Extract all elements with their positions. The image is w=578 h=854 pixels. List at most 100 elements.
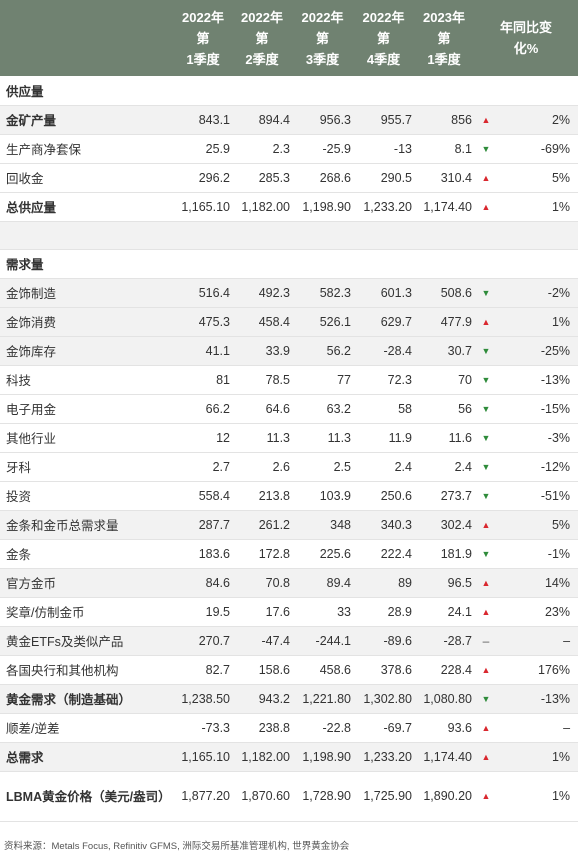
yoy-change: – [563,633,571,648]
value-cell: 72.3 [387,372,412,387]
yoy-change: 23% [544,604,571,619]
trend-up-icon: ▲ [481,577,491,588]
row-label: 电子用金 [6,403,57,417]
value-cell: 1,165.10 [181,199,230,214]
header-line: 4季度 [366,51,401,67]
value-cell: 158.6 [258,662,290,677]
row-label: 科技 [6,374,32,388]
value-cell: 181.9 [440,546,472,561]
value-cell: 582.3 [319,285,351,300]
table-row: 奖章/仿制金币 19.5 17.6 33 28.9 24.1 ▲ 23% [0,597,578,626]
value-cell: 856 [451,112,472,127]
table-row: 金条和金币总需求量 287.7 261.2 348 340.3 302.4 ▲ 5% [0,510,578,539]
row-label: 金矿产量 [6,114,57,128]
table-row: 科技 81 78.5 77 72.3 70 ▼ -13% [0,365,578,394]
header-line: 化% [513,41,539,56]
value-cell: 1,238.50 [181,691,230,706]
section-header-row: 需求量 [0,249,578,278]
header-quarter-2: 2022年第 2季度 [232,0,292,76]
value-cell: 302.4 [440,517,472,532]
value-cell: 93.6 [447,720,472,735]
trend-dash: – [482,633,490,648]
table-row: 黄金ETFs及类似产品 270.7 -47.4 -244.1 -89.6 -28.7– – [0,626,578,655]
value-cell: 77 [337,372,351,387]
value-cell: 2.4 [394,459,412,474]
yoy-change: -13% [540,372,571,387]
value-cell: 1,728.90 [302,789,351,803]
row-label: 总需求 [6,751,44,765]
value-cell: 250.6 [380,488,412,503]
value-cell: 894.4 [258,112,290,127]
trend-up-icon: ▲ [481,722,491,733]
value-cell: 33 [337,604,351,619]
yoy-change: -69% [540,141,571,156]
value-cell: 268.6 [319,170,351,185]
yoy-change: 1% [551,199,571,214]
yoy-change: -1% [547,546,571,561]
value-cell: 943.2 [258,691,290,706]
value-cell: 82.7 [205,662,230,677]
yoy-change: 5% [551,517,571,532]
header-line: 2022年 [182,9,224,25]
yoy-change: 5% [551,170,571,185]
yoy-change: -12% [540,459,571,474]
row-label: 黄金需求（制造基础） [6,693,132,707]
value-cell: 1,221.80 [302,691,351,706]
header-label-cell [0,0,174,76]
table-row: 总供应量 1,165.10 1,182.00 1,198.90 1,233.20 1,17… [0,192,578,221]
row-label: 金条 [6,548,32,562]
trend-down-icon: ▼ [481,693,491,704]
supply-demand-table: 2022年第 1季度 2022年第 2季度 2022年第 3季度 2022年第 4季度 2023… [0,0,578,821]
value-cell: 1,233.20 [363,749,412,764]
value-cell: 458.4 [258,314,290,329]
value-cell: 1,302.80 [363,691,412,706]
value-cell: 378.6 [380,662,412,677]
value-cell: 287.7 [198,517,230,532]
value-cell: -25.9 [322,141,352,156]
yoy-change: 1% [551,314,571,329]
header-line: 年同比变 [500,20,553,35]
value-cell: 475.3 [198,314,230,329]
trend-up-icon: ▲ [481,172,491,183]
value-cell: 1,725.90 [363,789,412,803]
header-line: 1季度 [186,51,220,67]
yoy-change: -15% [540,401,571,416]
value-cell: -73.3 [201,720,231,735]
value-cell: 1,174.40 [423,749,472,764]
row-label: 黄金ETFs及类似产品 [6,635,124,649]
value-cell: 84.6 [205,575,230,590]
value-cell: 103.9 [319,488,351,503]
header-quarter-4: 2022年第 4季度 [353,0,414,76]
value-cell: 508.6 [440,285,472,300]
yoy-change: 2% [551,112,571,127]
trend-down-icon: ▼ [481,432,491,443]
table-row: 各国央行和其他机构 82.7 158.6 458.6 378.6 228.4 ▲ 176% [0,655,578,684]
trend-up-icon: ▲ [481,664,491,675]
value-cell: 81 [216,372,230,387]
row-label: 金饰库存 [6,345,57,359]
table-row: 其他行业 12 11.3 11.3 11.9 11.6 ▼ -3% [0,423,578,452]
header-line: 2023年 [423,9,465,25]
trend-down-icon: ▼ [481,374,491,385]
value-cell: 225.6 [319,546,351,561]
value-cell: 56 [458,401,472,416]
table-row: 总需求 1,165.10 1,182.00 1,198.90 1,233.20 1,174… [0,742,578,771]
yoy-change: -13% [540,691,571,706]
value-cell: 1,174.40 [423,199,472,214]
value-cell: -244.1 [315,633,351,648]
value-cell: 1,870.60 [241,789,290,803]
value-cell: 492.3 [258,285,290,300]
value-cell: 96.5 [447,575,472,590]
table-row: 投资 558.4 213.8 103.9 250.6 273.7 ▼ -51% [0,481,578,510]
table-row: 生产商净套保 25.9 2.3 -25.9 -13 8.1 ▼ -69% [0,134,578,163]
row-label: 总供应量 [6,201,57,215]
value-cell: 41.1 [205,343,230,358]
value-cell: 2.5 [333,459,351,474]
value-cell: 458.6 [319,662,351,677]
value-cell: 183.6 [198,546,230,561]
table-header-row: 2022年第 1季度 2022年第 2季度 2022年第 3季度 2022年第 4季度 2023… [0,0,578,76]
table-row: 金饰库存 41.1 33.9 56.2 -28.4 30.7 ▼ -25% [0,336,578,365]
value-cell: 70 [458,372,472,387]
value-cell: 1,233.20 [363,199,412,214]
value-cell: 516.4 [198,285,230,300]
